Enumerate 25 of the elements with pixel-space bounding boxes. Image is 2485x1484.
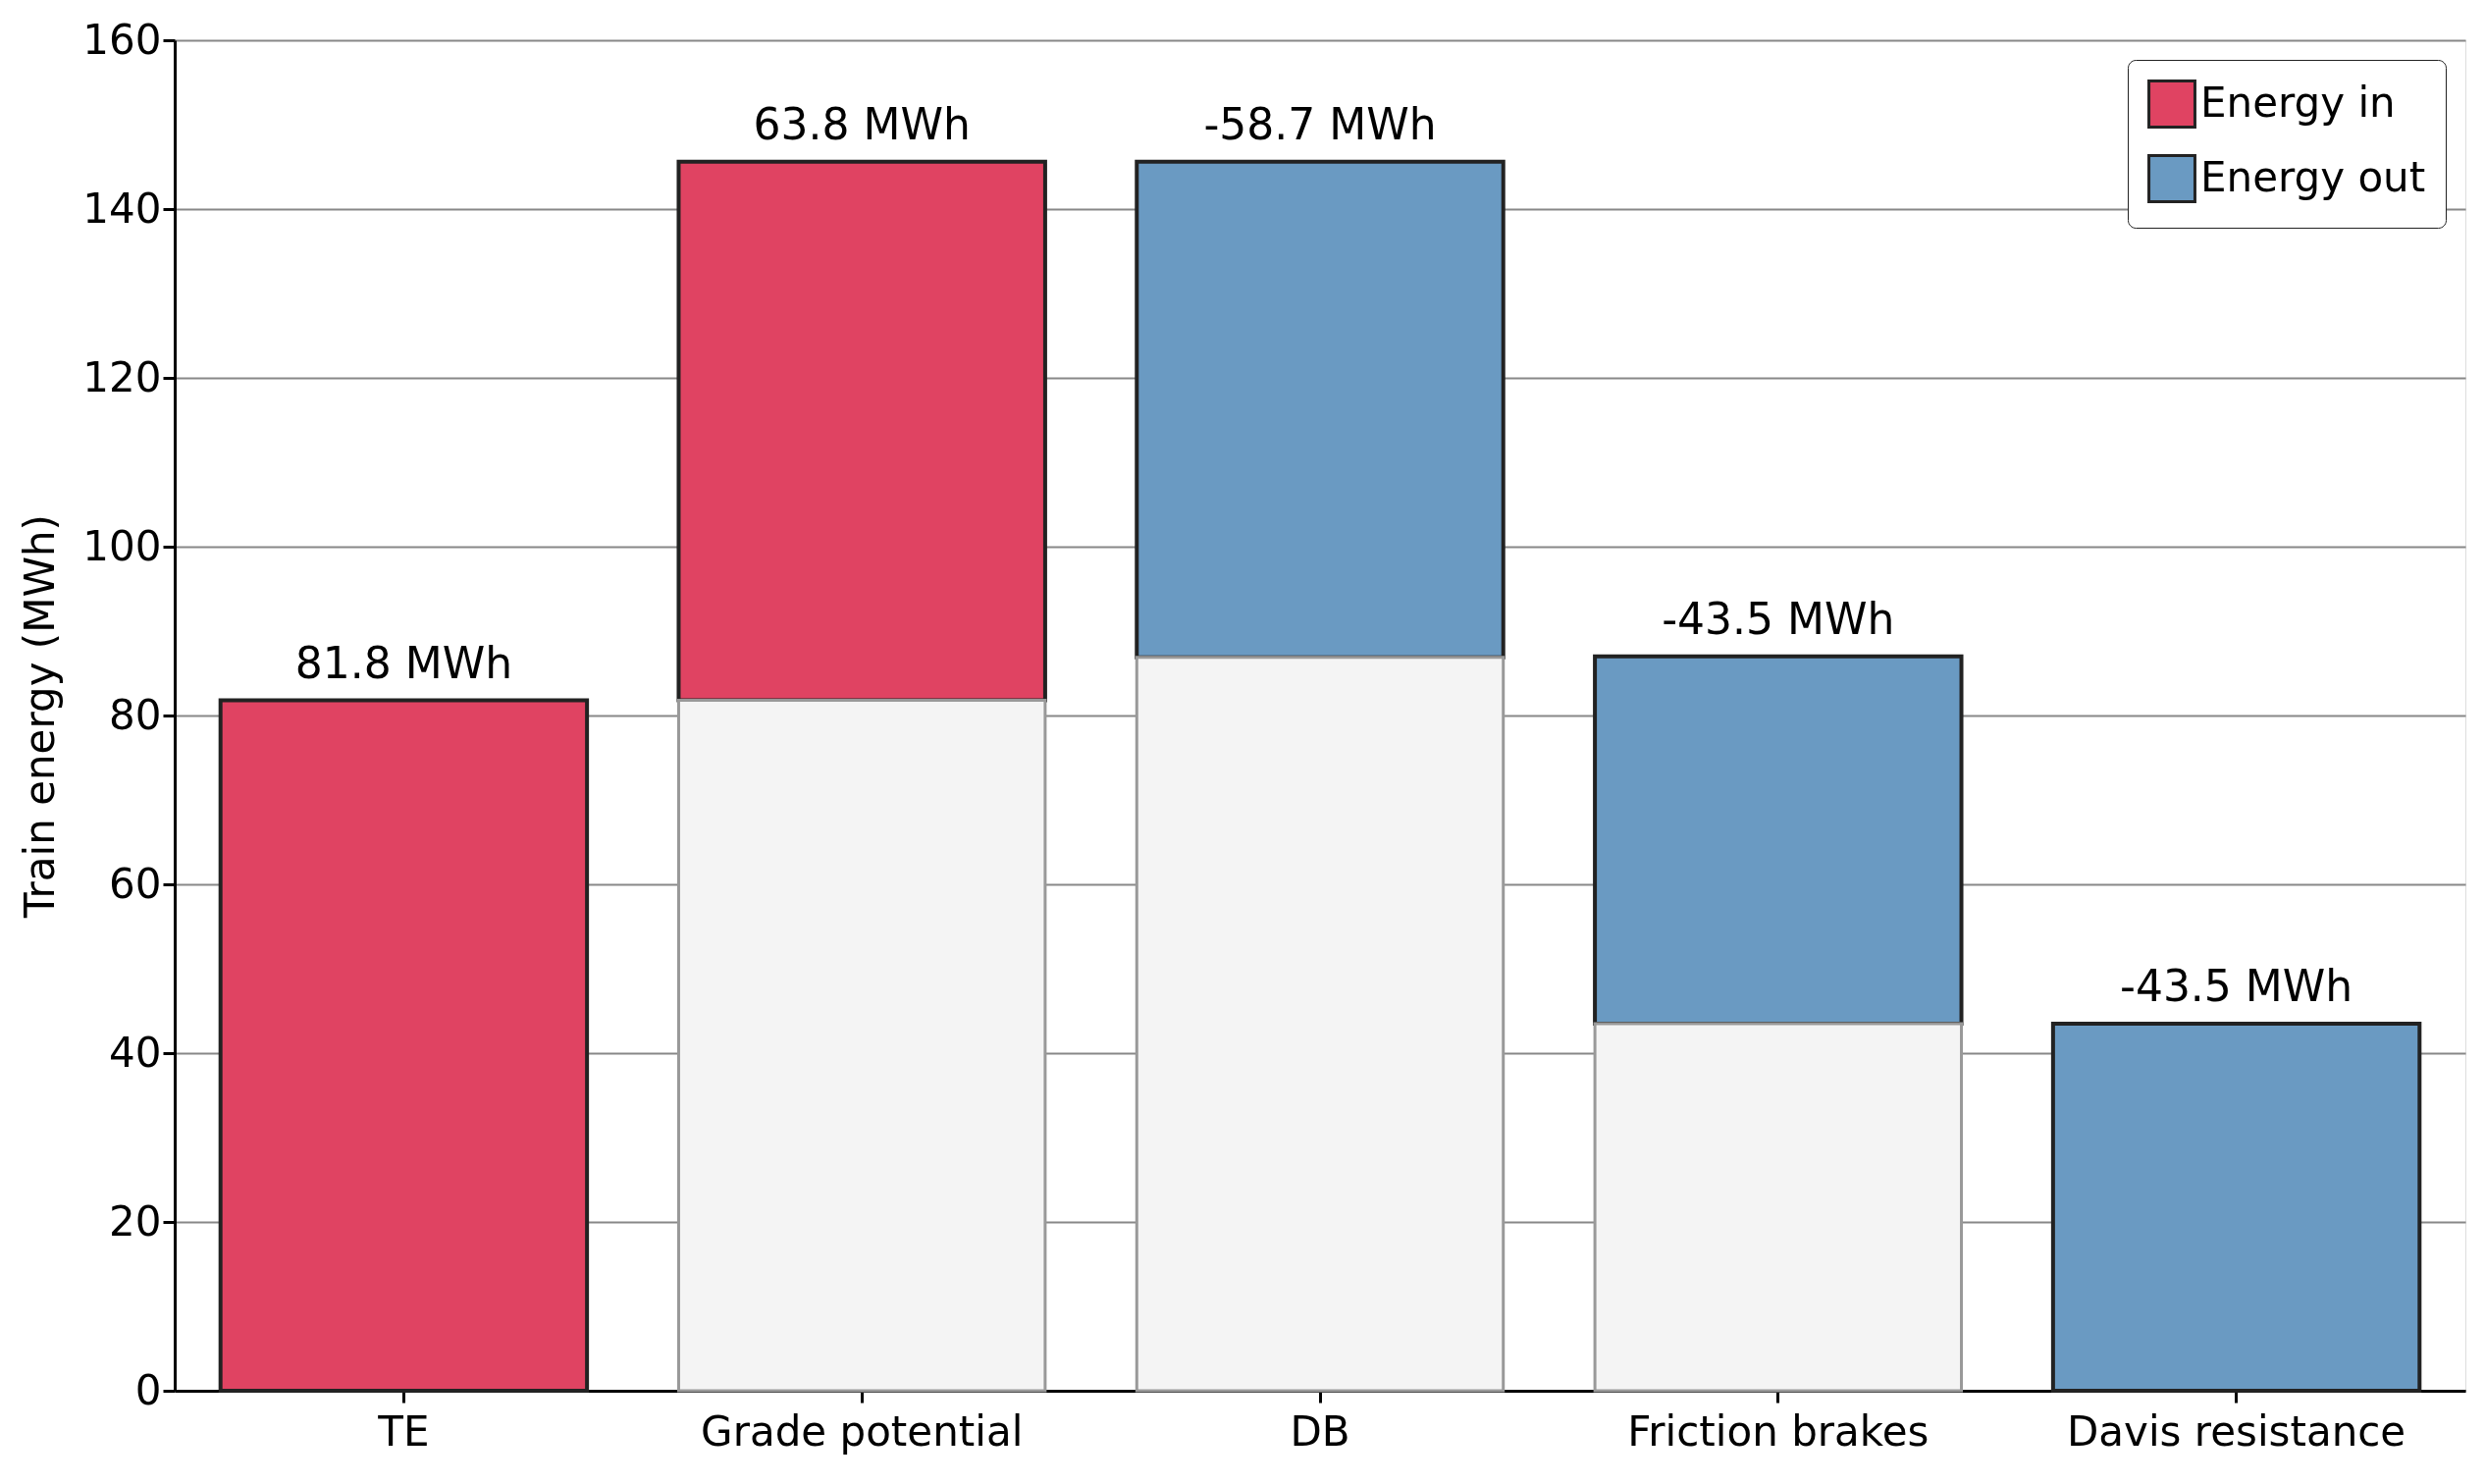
y-axis-title: Train energy (MWh)	[16, 514, 65, 919]
y-tick-label: 40	[109, 1028, 162, 1077]
y-tick-label: 120	[82, 352, 162, 401]
bar	[1593, 1022, 1964, 1393]
y-tick-label: 0	[134, 1365, 162, 1414]
y-tick-label: 60	[109, 859, 162, 908]
x-tick-label: DB	[1290, 1406, 1350, 1456]
x-tick-label: TE	[377, 1406, 430, 1456]
data-label: 63.8 MWh	[753, 98, 971, 149]
x-tick-label: Davis resistance	[2066, 1406, 2406, 1456]
legend-label: Energy out	[2200, 153, 2426, 201]
bar	[676, 699, 1047, 1393]
y-tick-label: 20	[109, 1196, 162, 1246]
data-label: -43.5 MWh	[2120, 960, 2353, 1011]
y-tick-label: 80	[109, 690, 162, 739]
data-label: 81.8 MWh	[294, 637, 513, 688]
y-tick-label: 100	[82, 521, 162, 570]
y-tick-label: 140	[82, 184, 162, 233]
bar	[1135, 656, 1506, 1393]
data-label: -58.7 MWh	[1203, 98, 1437, 149]
x-tick-label: Friction brakes	[1627, 1406, 1930, 1456]
legend-label: Energy in	[2200, 79, 2396, 127]
y-tick-label: 160	[82, 15, 162, 64]
data-label: -43.5 MWh	[1662, 593, 1895, 644]
x-tick-label: Grade potential	[701, 1406, 1024, 1456]
